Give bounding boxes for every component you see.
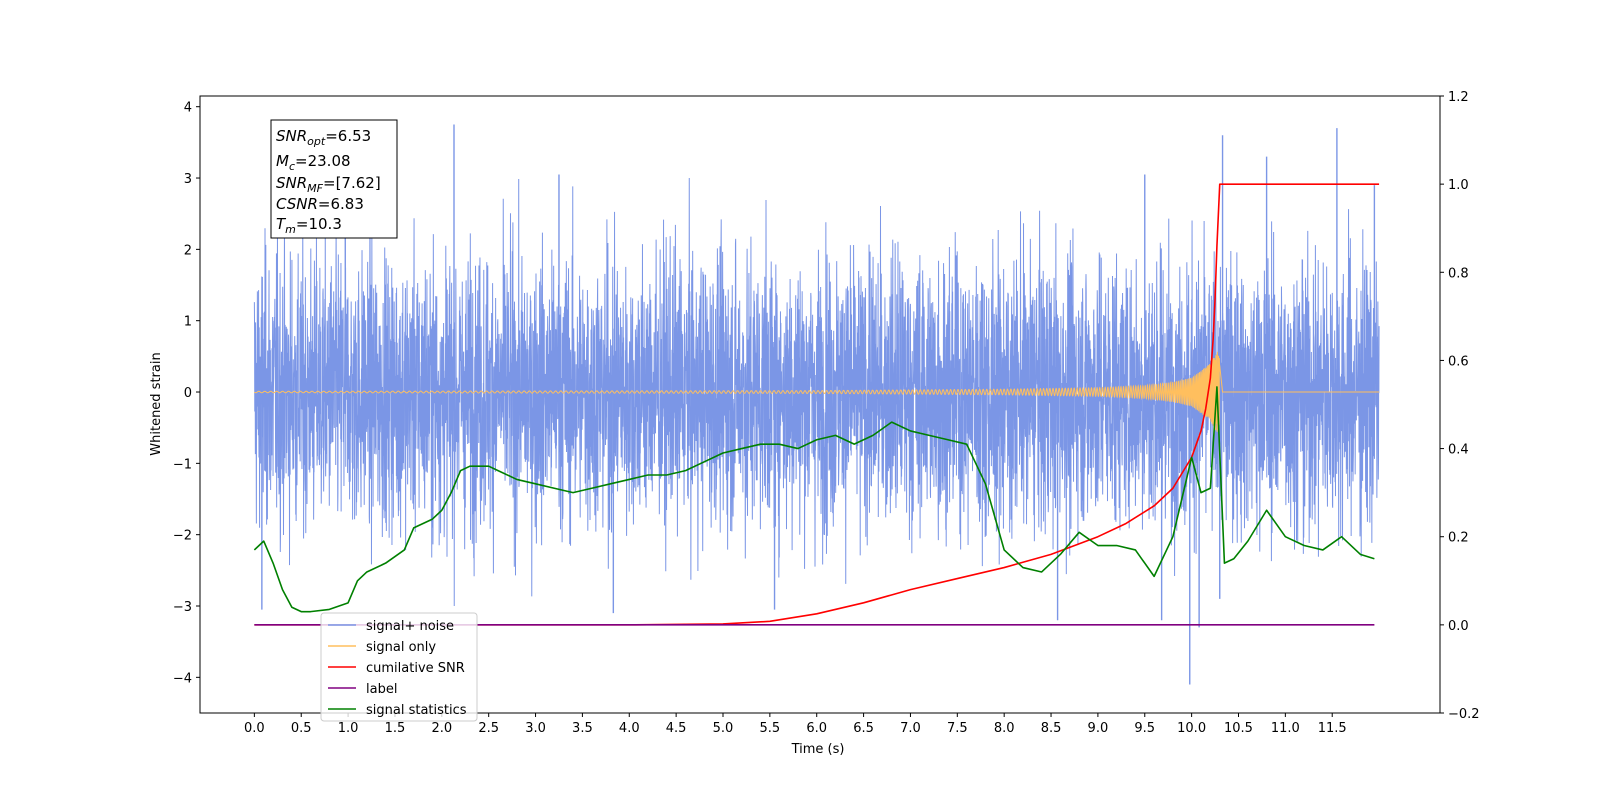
info-tm: Tm=10.3 <box>276 215 342 236</box>
series-signal-noise-line <box>253 178 1380 607</box>
x-tick-label: 8.0 <box>994 721 1015 736</box>
y-tick-label: −1 <box>173 457 192 472</box>
y-axis-ticks: 4 3 2 1 0 −1 −2 −3 −4 <box>173 101 200 686</box>
x-tick-label: 4.0 <box>619 721 640 736</box>
y2-tick-label: 0.2 <box>1448 531 1469 546</box>
y2-tick-label: −0.2 <box>1448 707 1480 722</box>
y2-tick-label: 0.8 <box>1448 266 1469 281</box>
y2-tick-label: 1.0 <box>1448 178 1469 193</box>
y-tick-label: −4 <box>173 671 192 686</box>
x-tick-label: 5.5 <box>760 721 781 736</box>
info-csnr: CSNR=6.83 <box>276 195 364 213</box>
y-tick-label: 0 <box>184 386 192 401</box>
x-axis-label: Time (s) <box>791 742 845 757</box>
legend-label: signal only <box>366 640 436 655</box>
x-tick-label: 2.5 <box>478 721 499 736</box>
legend-label: signal statistics <box>366 703 467 718</box>
x-tick-label: 0.5 <box>291 721 312 736</box>
legend-label: cumilative SNR <box>366 661 465 676</box>
x-tick-label: 1.5 <box>385 721 406 736</box>
x-axis-ticks: 0.0 0.5 1.0 1.5 2.0 2.5 3.0 3.5 4.0 4.5 5.0 5.5 6.0 6… <box>244 713 1347 736</box>
x-tick-label: 7.0 <box>900 721 921 736</box>
series-signal-only-line <box>254 351 1380 432</box>
y-tick-label: 2 <box>184 243 192 258</box>
y2-tick-label: 0.6 <box>1448 354 1469 369</box>
series-layer <box>253 124 1380 685</box>
y2-axis-ticks: 1.2 1.0 0.8 0.6 0.4 0.2 0.0 −0.2 <box>1440 90 1480 722</box>
y-tick-label: 3 <box>184 172 192 187</box>
plot-frame <box>199 95 1441 714</box>
x-tick-label: 6.5 <box>853 721 874 736</box>
y-tick-label: 1 <box>184 315 192 330</box>
legend-label: signal+ noise <box>366 619 454 634</box>
x-tick-label: 10.5 <box>1224 721 1253 736</box>
x-tick-label: 11.5 <box>1318 721 1347 736</box>
legend-frame <box>320 612 478 722</box>
info-snr-mf: SNRMF=[7.62] <box>276 174 381 195</box>
series-signal-statistics-line <box>253 386 1375 613</box>
y-tick-label: −3 <box>173 600 192 615</box>
y2-tick-label: 0.4 <box>1448 443 1469 458</box>
x-tick-label: 8.5 <box>1041 721 1062 736</box>
y2-tick-label: 1.2 <box>1448 90 1469 105</box>
x-tick-label: 4.5 <box>666 721 687 736</box>
legend: signal+ noise signal only cumilative SNR la… <box>320 612 478 722</box>
x-tick-label: 2.0 <box>431 721 452 736</box>
x-tick-label: 1.0 <box>338 721 359 736</box>
y-tick-label: 4 <box>184 101 192 116</box>
x-tick-label: 7.5 <box>947 721 968 736</box>
info-box-frame <box>270 119 398 239</box>
series-cumulative-snr-line <box>254 183 1380 626</box>
y2-tick-label: 0.0 <box>1448 619 1469 634</box>
x-tick-label: 6.0 <box>806 721 827 736</box>
y-axis-label: Whitened strain <box>149 352 164 455</box>
signal-noise-extremes <box>261 124 1376 685</box>
y-tick-label: −2 <box>173 529 192 544</box>
info-mc: Mc=23.08 <box>276 152 351 173</box>
info-box: SNRopt=6.53 Mc=23.08 SNRMF=[7.62] CSNR=6… <box>270 119 398 239</box>
x-tick-label: 0.0 <box>244 721 265 736</box>
x-tick-label: 11.0 <box>1271 721 1300 736</box>
x-tick-label: 10.0 <box>1177 721 1206 736</box>
x-tick-label: 5.0 <box>713 721 734 736</box>
x-tick-label: 3.0 <box>525 721 546 736</box>
x-tick-label: 3.5 <box>572 721 593 736</box>
x-tick-label: 9.5 <box>1134 721 1155 736</box>
legend-label: label <box>366 682 397 697</box>
x-tick-label: 9.0 <box>1088 721 1109 736</box>
info-snr-opt: SNRopt=6.53 <box>276 127 371 148</box>
